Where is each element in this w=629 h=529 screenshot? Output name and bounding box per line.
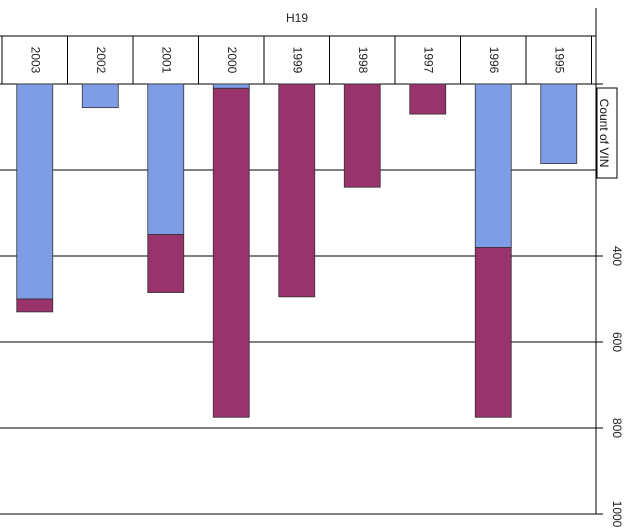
category-header: 2003 2002 2001 2000 1999 1998 1997 1996 1995	[1, 36, 592, 84]
category-label: 2001	[160, 47, 174, 74]
category-label: 1995	[553, 47, 567, 74]
category-label: 1997	[422, 47, 436, 74]
bar-segment-series-1	[540, 83, 578, 164]
category-label: 1998	[356, 47, 370, 74]
category-label: 2000	[225, 47, 239, 74]
value-axis: 400 600 800 1000	[596, 83, 624, 528]
category-label: 1996	[487, 47, 501, 74]
bar-segment-series-2	[147, 234, 185, 293]
axis-label: Count of VIN	[597, 99, 611, 168]
axis-tick-label: 400	[610, 246, 624, 266]
bar-segment-series-2	[343, 83, 381, 188]
bar-segment-series-1	[81, 83, 119, 109]
bar-segment-series-1	[147, 83, 185, 235]
bar-segment-series-1	[16, 83, 54, 300]
bar-segment-series-2	[278, 83, 316, 298]
bars-group	[16, 83, 578, 418]
bar-segment-series-2	[212, 87, 250, 418]
axis-label-box: Count of VIN	[596, 87, 618, 179]
axis-tick-label: 600	[610, 332, 624, 352]
bar-segment-series-2	[16, 298, 54, 313]
category-label: 2003	[29, 47, 43, 74]
category-label: 1999	[291, 47, 305, 74]
bar-segment-series-1	[474, 83, 512, 248]
bar-segment-series-2	[474, 246, 512, 418]
chart-title: H19	[286, 11, 308, 25]
axis-tick-label: 1000	[610, 501, 624, 528]
bar-segment-series-2	[409, 83, 447, 115]
bar-segment-series-1	[212, 83, 250, 89]
category-label: 2002	[94, 47, 108, 74]
axis-tick-label: 800	[610, 418, 624, 438]
